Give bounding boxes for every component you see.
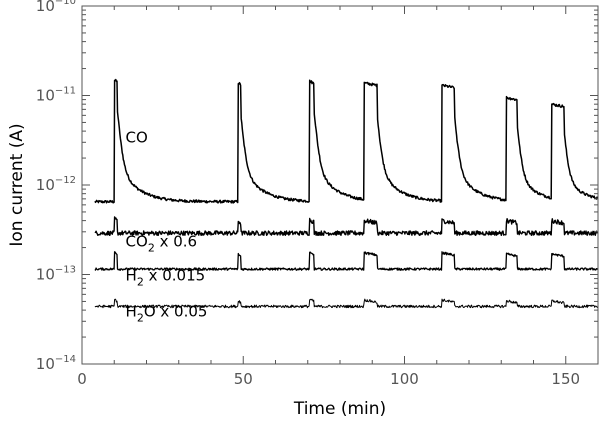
y-tick-label: 10−13 — [36, 265, 76, 284]
y-tick-label: 10−10 — [36, 0, 76, 15]
series-line-0 — [94, 78, 599, 204]
x-tick-label: 150 — [551, 370, 580, 388]
series-line-1 — [94, 216, 598, 236]
series-label-1: CO2 x 0.6 — [126, 233, 198, 255]
y-tick-label: 10−11 — [36, 86, 76, 105]
series-layer — [94, 78, 599, 309]
series-label-3: H2O x 0.05 — [126, 302, 208, 324]
x-tick-label: 100 — [390, 370, 419, 388]
x-tick-label: 0 — [77, 370, 87, 388]
series-label-0: CO — [126, 128, 148, 146]
series-label-2: H2 x 0.015 — [126, 266, 206, 288]
x-axis-title: Time (min) — [293, 399, 386, 419]
label-layer: CO CO2 x 0.6 H2 x 0.015 H2O x 0.05 — [126, 128, 208, 324]
y-axis-title: Ion current (A) — [7, 123, 27, 246]
series-line-2 — [94, 251, 599, 271]
series-line-3 — [94, 298, 598, 309]
y-tick-label: 10−14 — [36, 354, 76, 373]
y-tick-label: 10−12 — [36, 175, 76, 194]
tick-layer: 0 50 100 150 10−14 10−13 10−12 10−11 10−10 — [36, 0, 598, 388]
x-tick-label: 50 — [234, 370, 253, 388]
